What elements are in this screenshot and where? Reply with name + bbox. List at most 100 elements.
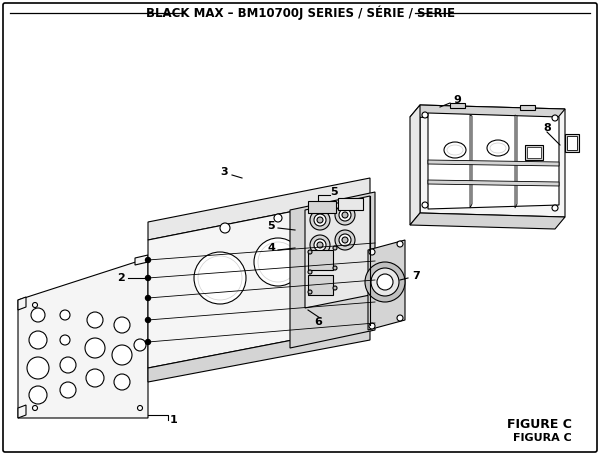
Circle shape	[333, 266, 337, 270]
Text: 3: 3	[220, 167, 228, 177]
Circle shape	[220, 223, 230, 233]
Circle shape	[335, 230, 355, 250]
Bar	[527, 147, 541, 158]
Circle shape	[60, 357, 76, 373]
Polygon shape	[18, 258, 148, 418]
Circle shape	[552, 115, 558, 121]
Bar	[567, 136, 577, 150]
Circle shape	[342, 237, 348, 243]
Circle shape	[308, 250, 312, 254]
Circle shape	[365, 262, 405, 302]
Text: 4: 4	[267, 243, 275, 253]
Polygon shape	[428, 160, 559, 166]
Circle shape	[146, 295, 151, 300]
Polygon shape	[470, 115, 472, 208]
Polygon shape	[410, 105, 565, 121]
Bar	[308, 250, 333, 270]
Polygon shape	[515, 115, 517, 208]
Bar	[450, 103, 465, 108]
Circle shape	[422, 202, 428, 208]
Circle shape	[335, 205, 355, 225]
Circle shape	[321, 206, 329, 214]
Circle shape	[114, 317, 130, 333]
Ellipse shape	[487, 140, 509, 156]
Circle shape	[312, 234, 344, 266]
Circle shape	[339, 209, 351, 221]
Bar	[525, 145, 543, 160]
Circle shape	[114, 374, 130, 390]
Circle shape	[310, 235, 330, 255]
Polygon shape	[148, 196, 370, 368]
Circle shape	[31, 308, 45, 322]
Text: 8: 8	[543, 123, 551, 133]
Circle shape	[397, 315, 403, 321]
Circle shape	[333, 286, 337, 290]
Circle shape	[314, 214, 326, 226]
Circle shape	[146, 258, 151, 263]
Circle shape	[377, 274, 393, 290]
Polygon shape	[410, 105, 420, 225]
Circle shape	[422, 112, 428, 118]
Circle shape	[317, 217, 323, 223]
Circle shape	[333, 246, 337, 250]
Polygon shape	[428, 180, 559, 186]
Circle shape	[314, 239, 326, 251]
Circle shape	[308, 270, 312, 274]
Circle shape	[317, 242, 323, 248]
Text: 5: 5	[268, 221, 275, 231]
Circle shape	[112, 345, 132, 365]
Bar	[520, 105, 535, 110]
Polygon shape	[368, 240, 405, 330]
Circle shape	[87, 312, 103, 328]
Bar	[338, 198, 363, 210]
Text: FIGURA C: FIGURA C	[513, 433, 572, 443]
Polygon shape	[135, 255, 148, 265]
Bar	[565, 134, 579, 152]
Circle shape	[308, 230, 348, 270]
Circle shape	[27, 357, 49, 379]
Circle shape	[198, 256, 242, 300]
Circle shape	[137, 405, 143, 410]
Text: 7: 7	[412, 271, 420, 281]
Circle shape	[308, 290, 312, 294]
Circle shape	[254, 238, 302, 286]
Text: 1: 1	[170, 415, 178, 425]
Polygon shape	[305, 196, 370, 308]
Polygon shape	[148, 325, 370, 382]
Text: FIGURE C: FIGURE C	[507, 419, 572, 431]
Circle shape	[32, 303, 37, 308]
Circle shape	[552, 205, 558, 211]
Circle shape	[60, 382, 76, 398]
Circle shape	[85, 338, 105, 358]
Circle shape	[146, 318, 151, 323]
Circle shape	[29, 386, 47, 404]
Circle shape	[60, 310, 70, 320]
Polygon shape	[420, 105, 565, 217]
Circle shape	[371, 268, 399, 296]
Ellipse shape	[444, 142, 466, 158]
Circle shape	[342, 212, 348, 218]
Text: 2: 2	[117, 273, 125, 283]
Polygon shape	[18, 405, 26, 418]
Circle shape	[310, 210, 330, 230]
Text: BLACK MAX – BM10700J SERIES / SÉRIE / SERIE: BLACK MAX – BM10700J SERIES / SÉRIE / SE…	[146, 6, 455, 20]
Polygon shape	[18, 297, 26, 310]
Circle shape	[397, 241, 403, 247]
Text: 6: 6	[314, 317, 322, 327]
Text: 9: 9	[453, 95, 461, 105]
Ellipse shape	[490, 143, 506, 153]
Circle shape	[146, 339, 151, 344]
Circle shape	[339, 234, 351, 246]
Polygon shape	[290, 192, 375, 348]
Circle shape	[258, 242, 298, 282]
Ellipse shape	[447, 145, 463, 155]
Circle shape	[134, 339, 146, 351]
Circle shape	[60, 335, 70, 345]
Polygon shape	[148, 178, 370, 240]
Circle shape	[32, 405, 37, 410]
Bar	[308, 275, 333, 295]
Text: 5: 5	[330, 187, 338, 197]
Circle shape	[274, 214, 282, 222]
Circle shape	[369, 323, 375, 329]
Bar	[308, 201, 336, 213]
